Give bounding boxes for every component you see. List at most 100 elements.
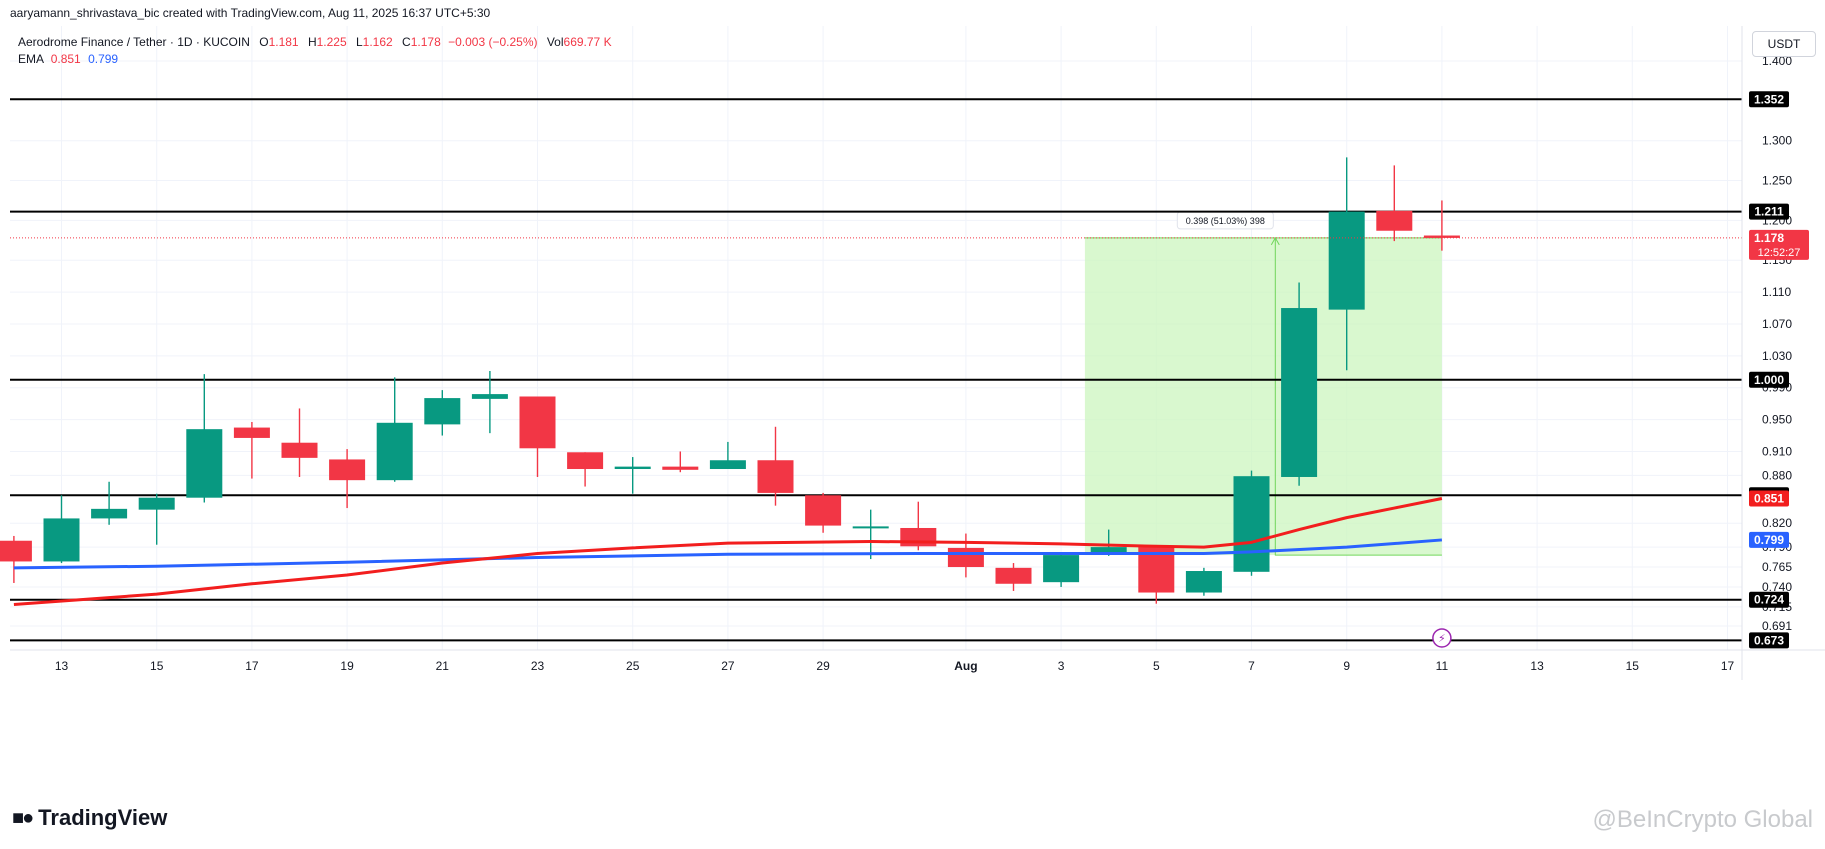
candle-body (1281, 308, 1318, 477)
level-tag-box (1749, 591, 1789, 608)
x-tick-label: 21 (436, 659, 450, 673)
change-value: −0.003 (−0.25%) (448, 35, 538, 49)
author-line: aaryamann_shrivastava_bic created with T… (10, 6, 491, 20)
level-tag-box (1749, 371, 1789, 388)
y-tick-label: 1.070 (1762, 317, 1792, 331)
chart-legend: Aerodrome Finance / Tether · 1D · KUCOIN… (18, 34, 612, 68)
ema-fast-value: 0.851 (50, 52, 81, 66)
high-label: H (307, 35, 317, 49)
open-value: 1.181 (268, 35, 299, 49)
volume-label: Vol (546, 35, 564, 49)
x-tick-label: 27 (721, 659, 735, 673)
level-tag: 0.673 (1754, 633, 1784, 647)
candle-body (995, 567, 1032, 584)
chart-area[interactable]: 0.398 (51.03%) 398 1.400 1.300 1.250 1.200 1… (0, 26, 1825, 790)
x-tick-label: 15 (150, 659, 164, 673)
ema-tag: 0.799 (1754, 533, 1784, 547)
level-tag-box (1749, 91, 1789, 108)
x-tick-label: 3 (1058, 659, 1065, 673)
y-tick-label: 0.880 (1762, 468, 1792, 482)
ema-fast-line (13, 497, 1443, 606)
candle-body (900, 527, 937, 547)
ema-slow-line (13, 538, 1443, 570)
candle-body (424, 398, 461, 425)
volume-value: 669.77 K (563, 35, 612, 49)
x-tick-label: 25 (626, 659, 640, 673)
candle-body (376, 422, 413, 481)
currency-button[interactable]: USDT (1752, 31, 1816, 57)
lightning-glyph: ⚡ (1438, 633, 1446, 645)
candle-body (1328, 211, 1365, 310)
level-tag: 1.211 (1754, 205, 1784, 219)
x-tick-label: 19 (340, 659, 354, 673)
level-tag: 1.000 (1754, 373, 1784, 387)
price-chart[interactable]: 0.398 (51.03%) 398 1.4001.3001.2501.2001… (0, 26, 1825, 790)
tradingview-logo[interactable]: ■● TradingView (12, 805, 167, 831)
ema-label[interactable]: EMA (18, 52, 44, 66)
y-tick-label: 1.300 (1762, 134, 1792, 148)
candle-body (519, 396, 556, 449)
candles (0, 157, 1460, 604)
x-tick-label: 17 (245, 659, 259, 673)
countdown-tag: 12:52:27 (1758, 247, 1801, 259)
x-tick-label: 13 (1530, 659, 1544, 673)
candle-body (281, 442, 318, 458)
x-tick-label: 29 (816, 659, 830, 673)
candle-body (471, 394, 508, 399)
candle-body (614, 466, 651, 470)
candle-body (0, 540, 32, 562)
low-label: L (355, 35, 363, 49)
candle-body (91, 508, 128, 519)
ema-tag: 0.851 (1754, 491, 1784, 505)
candle-body (757, 460, 794, 493)
lightning-icon (1432, 628, 1452, 648)
y-tick-label: 1.400 (1762, 54, 1792, 68)
y-tick-label: 0.765 (1762, 560, 1792, 574)
close-value: 1.178 (410, 35, 441, 49)
candle-body (1090, 547, 1127, 555)
candle-body (662, 466, 699, 470)
y-tick-label: 1.250 (1762, 174, 1792, 188)
tradingview-brand: TradingView (38, 805, 168, 830)
candle-body (233, 427, 270, 438)
x-tick-label: 13 (55, 659, 69, 673)
candle-body (43, 518, 80, 562)
y-tick-label: 1.030 (1762, 349, 1792, 363)
ema-row: EMA 0.851 0.799 (18, 51, 612, 68)
ohlc-row: Aerodrome Finance / Tether · 1D · KUCOIN… (18, 34, 612, 51)
ema-lines (10, 237, 1742, 606)
ema-tag-box (1749, 490, 1789, 507)
last-price-tag: 1.178 (1754, 231, 1784, 245)
candle-body (852, 526, 889, 529)
x-tick-label: 11 (1436, 659, 1449, 673)
high-value: 1.225 (316, 35, 347, 49)
x-tick-label: Aug (954, 659, 977, 673)
y-tick-label: 0.950 (1762, 413, 1792, 427)
last-price-tag-box (1749, 229, 1809, 260)
candle-body (1233, 476, 1270, 572)
candle-body (567, 452, 604, 470)
horizontal-levels (10, 98, 1742, 642)
ema-tag-box (1749, 531, 1789, 548)
open-label: O (259, 35, 269, 49)
ema-slow-value: 0.799 (88, 52, 119, 66)
y-tick-label: 0.740 (1762, 580, 1792, 594)
axes: 1.4001.3001.2501.2001.1501.1101.0701.030… (10, 26, 1825, 680)
candle-body (138, 497, 175, 510)
close-label: C (402, 35, 411, 49)
y-tick-label: 0.691 (1762, 619, 1792, 633)
candle-body (947, 547, 984, 568)
level-tag-box (1749, 632, 1789, 649)
x-tick-label: 7 (1248, 659, 1255, 673)
grid (10, 26, 1742, 650)
candle-body (186, 429, 223, 498)
measure-label: 0.398 (51.03%) 398 (1186, 216, 1265, 226)
candle-body (805, 495, 842, 526)
symbol-title[interactable]: Aerodrome Finance / Tether · 1D · KUCOIN (18, 35, 250, 49)
level-tag: 0.724 (1754, 593, 1784, 607)
candle-body (709, 460, 746, 470)
measure-arrow-head (1270, 236, 1280, 246)
candle-body (329, 459, 366, 481)
y-tick-label: 1.110 (1762, 285, 1791, 299)
watermark: @BeInCrypto Global (1592, 806, 1813, 833)
